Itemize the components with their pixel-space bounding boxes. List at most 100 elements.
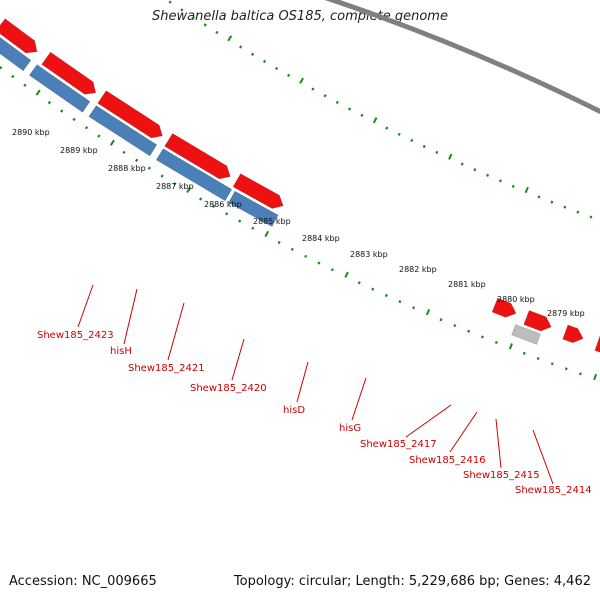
minor-tick	[225, 212, 229, 216]
minor-tick	[215, 30, 219, 35]
reverse-gene	[155, 148, 233, 202]
leader-line	[123, 288, 138, 345]
scale-labels: 2890 kbp 2889 kbp 2888 kbp 2887 kbp 2886…	[12, 128, 585, 318]
gene-label: hisH	[110, 346, 132, 357]
scale-label: 2886 kbp	[204, 200, 242, 209]
minor-tick	[576, 210, 580, 214]
minor-tick	[536, 357, 540, 361]
minor-tick	[550, 362, 554, 366]
minor-tick	[287, 73, 291, 78]
scale-label: 2882 kbp	[399, 265, 437, 274]
minor-tick	[398, 300, 402, 304]
minor-tick	[511, 184, 515, 188]
scale-label: 2883 kbp	[350, 250, 388, 259]
accession-text: Accession: NC_009665	[9, 574, 157, 589]
label-leaders	[77, 284, 554, 485]
minor-tick	[410, 138, 414, 143]
scale-label: 2880 kbp	[497, 295, 535, 304]
leader-line	[532, 429, 554, 485]
leader-line	[167, 302, 185, 361]
minor-tick	[199, 197, 203, 201]
gene-label: Shew185_2423	[37, 330, 114, 341]
reverse-gene	[28, 64, 91, 113]
minor-tick	[550, 200, 554, 204]
minor-tick	[537, 195, 541, 199]
gene-labels: Shew185_2423 hisH Shew185_2421 Shew185_2…	[37, 330, 592, 496]
minor-tick	[311, 87, 315, 91]
other-feature	[511, 324, 541, 345]
minor-tick	[435, 150, 439, 154]
leader-line	[296, 361, 309, 403]
minor-tick	[11, 74, 15, 79]
minor-tick	[348, 107, 352, 111]
minor-tick	[168, 0, 172, 4]
gene-label: Shew185_2414	[515, 485, 592, 496]
major-tick	[264, 230, 270, 238]
leader-line	[405, 404, 452, 438]
minor-tick	[335, 100, 339, 105]
scale-label: 2887 kbp	[156, 182, 194, 191]
minor-tick	[323, 94, 327, 98]
minor-tick	[135, 158, 139, 162]
minor-tick	[371, 287, 375, 291]
forward-gene	[523, 310, 552, 332]
forward-gene	[594, 336, 600, 353]
feature-layer	[0, 18, 600, 353]
minor-tick	[290, 247, 294, 251]
minor-tick	[563, 205, 567, 209]
minor-tick	[439, 318, 443, 322]
minor-tick	[72, 117, 76, 122]
major-tick	[508, 343, 513, 350]
minor-tick	[97, 134, 101, 138]
scale-label: 2885 kbp	[253, 217, 291, 226]
minor-tick	[460, 162, 464, 166]
forward-gene	[97, 90, 163, 139]
minor-tick	[578, 372, 582, 376]
minor-tick	[238, 219, 242, 223]
major-tick	[344, 271, 349, 278]
minor-tick	[239, 45, 243, 49]
forward-gene	[562, 324, 584, 344]
major-tick	[299, 77, 304, 84]
forward-gene	[0, 18, 38, 54]
gene-label: Shew185_2416	[409, 455, 486, 466]
minor-tick	[317, 261, 321, 265]
scale-label: 2888 kbp	[108, 164, 146, 173]
minor-tick	[212, 204, 216, 209]
minor-tick	[84, 126, 89, 130]
scale-label: 2889 kbp	[60, 146, 98, 155]
minor-tick	[180, 8, 184, 12]
minor-tick	[467, 329, 471, 333]
minor-tick	[473, 168, 477, 172]
minor-tick	[397, 132, 401, 136]
minor-tick	[47, 100, 52, 105]
major-tick	[425, 309, 431, 316]
scale-label: 2884 kbp	[302, 234, 340, 243]
gene-label: Shew185_2415	[463, 470, 540, 481]
forward-gene	[232, 173, 284, 209]
minor-tick	[385, 126, 389, 130]
minor-tick	[0, 66, 3, 70]
reverse-gene	[228, 190, 279, 227]
major-tick	[593, 373, 598, 381]
minor-tick	[262, 59, 267, 64]
genome-backbone	[324, 0, 600, 115]
minor-tick	[522, 351, 526, 355]
minor-tick	[274, 66, 279, 71]
minor-tick	[384, 293, 388, 298]
scale-label: 2881 kbp	[448, 280, 486, 289]
minor-tick	[60, 109, 64, 113]
major-tick	[35, 89, 41, 96]
forward-gene	[41, 51, 97, 95]
minor-tick	[23, 83, 27, 87]
gene-label: Shew185_2417	[360, 439, 437, 450]
minor-tick	[203, 23, 207, 27]
minor-tick	[422, 144, 426, 149]
forward-gene	[164, 133, 231, 180]
minor-tick	[160, 174, 164, 178]
outer-tick-ring	[168, 0, 593, 219]
minor-tick	[564, 367, 568, 371]
scale-label: 2879 kbp	[547, 309, 585, 318]
leader-line	[495, 418, 502, 469]
